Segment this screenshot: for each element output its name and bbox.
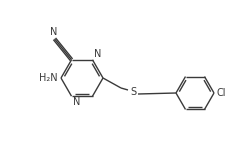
Text: N: N xyxy=(72,97,80,107)
Text: S: S xyxy=(130,87,136,97)
Text: H₂N: H₂N xyxy=(39,73,58,83)
Text: Cl: Cl xyxy=(216,88,226,98)
Text: N: N xyxy=(94,49,101,59)
Text: N: N xyxy=(50,27,57,37)
